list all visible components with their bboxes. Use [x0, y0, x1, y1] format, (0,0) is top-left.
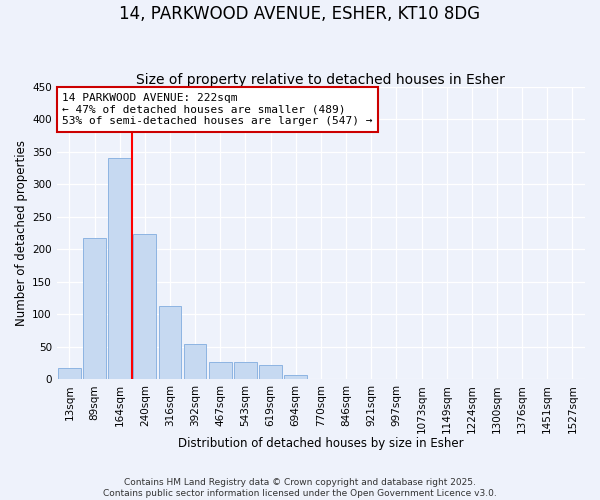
Bar — [209, 362, 232, 379]
Text: 14 PARKWOOD AVENUE: 222sqm
← 47% of detached houses are smaller (489)
53% of sem: 14 PARKWOOD AVENUE: 222sqm ← 47% of deta… — [62, 93, 373, 126]
Bar — [284, 374, 307, 379]
Y-axis label: Number of detached properties: Number of detached properties — [15, 140, 28, 326]
Text: Contains HM Land Registry data © Crown copyright and database right 2025.
Contai: Contains HM Land Registry data © Crown c… — [103, 478, 497, 498]
Bar — [58, 368, 80, 379]
Bar — [184, 344, 206, 379]
Bar — [259, 365, 282, 379]
Bar — [234, 362, 257, 379]
Bar — [83, 238, 106, 379]
Title: Size of property relative to detached houses in Esher: Size of property relative to detached ho… — [136, 73, 505, 87]
Bar — [109, 158, 131, 379]
Text: 14, PARKWOOD AVENUE, ESHER, KT10 8DG: 14, PARKWOOD AVENUE, ESHER, KT10 8DG — [119, 5, 481, 23]
Bar — [133, 234, 156, 379]
Bar — [158, 306, 181, 379]
X-axis label: Distribution of detached houses by size in Esher: Distribution of detached houses by size … — [178, 437, 464, 450]
